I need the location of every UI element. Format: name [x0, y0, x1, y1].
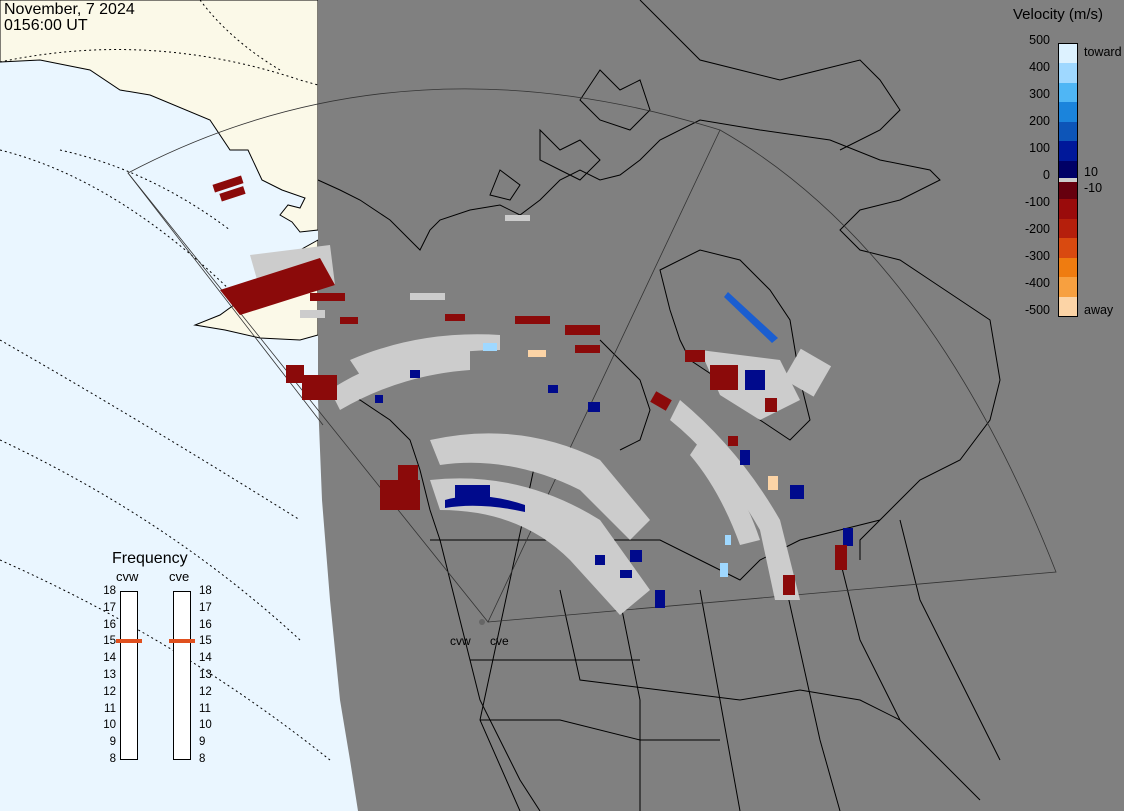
frequency-cell: [120, 691, 138, 710]
frequency-cell: [120, 641, 138, 660]
velocity-color-bar: [1058, 43, 1078, 317]
velocity-color-segment: [1059, 102, 1077, 122]
frequency-cell: [120, 708, 138, 727]
velocity-away-label: away: [1084, 303, 1114, 317]
velocity-color-segment: [1059, 44, 1077, 64]
velocity-tick-label: 500: [1029, 33, 1050, 47]
velocity-color-segment: [1059, 199, 1077, 219]
frequency-scale-label: 8: [109, 753, 116, 765]
coastlines: [317, 0, 1001, 811]
velocity-color-segment: [1059, 238, 1077, 258]
time-label: 0156:00 UT: [4, 17, 88, 34]
frequency-labels-right: 18 17 16 15 14 13 12 11 10 9 8: [199, 585, 223, 765]
frequency-column-cve: [169, 591, 195, 760]
frequency-scale-label: 17: [103, 601, 116, 614]
frequency-cell: [173, 725, 191, 744]
radar-name-cvw: cvw: [116, 569, 139, 584]
velocity-light-cells: [483, 343, 731, 577]
frequency-column-cvw: [116, 591, 142, 760]
frequency-scale-label: 14: [103, 652, 116, 665]
velocity-tick-labels: 500 400 300 200 100 0 -100 -200 -300 -400 -500: [1000, 0, 1052, 330]
site-label-cvw: cvw: [450, 634, 471, 648]
frequency-scale-label: 8: [199, 753, 206, 765]
velocity-color-segment: [1059, 296, 1077, 316]
frequency-scale-label: 15: [103, 635, 116, 648]
velocity-color-segment: [1059, 160, 1077, 180]
frequency-scale-label: 13: [103, 669, 116, 681]
frequency-scale-label: 14: [199, 652, 212, 665]
velocity-ten-label: 10: [1084, 165, 1098, 179]
frequency-marker: [116, 639, 142, 644]
velocity-minus-ten-label: -10: [1084, 181, 1103, 195]
frequency-scale-label: 15: [199, 635, 212, 648]
frequency-scale-label: 18: [103, 585, 116, 597]
frequency-scale-label: 12: [199, 685, 212, 698]
velocity-tick-label: 300: [1029, 87, 1050, 101]
velocity-legend-title: Velocity (m/s): [1013, 6, 1104, 23]
velocity-color-segment: [1059, 277, 1077, 297]
frequency-cell: [173, 708, 191, 727]
frequency-cell: [120, 675, 138, 693]
velocity-away-fast-cells: [528, 350, 778, 490]
frequency-scale-label: 11: [104, 702, 116, 715]
velocity-color-segment: [1059, 121, 1077, 142]
frequency-scale-label: 17: [199, 601, 212, 614]
velocity-color-segment: [1059, 141, 1077, 161]
velocity-color-segment: [1059, 63, 1077, 83]
velocity-tick-label: 400: [1029, 60, 1050, 74]
velocity-color-segment: [1059, 180, 1077, 200]
frequency-cell: [173, 675, 191, 693]
night-shade: [318, 0, 1124, 811]
frequency-cell: [173, 742, 191, 760]
frequency-scale-label: 10: [103, 719, 116, 732]
frequency-cell: [173, 607, 191, 626]
frequency-cell: [120, 725, 138, 744]
frequency-scale-label: 9: [109, 736, 116, 749]
frequency-scale-label: 12: [103, 685, 116, 698]
frequency-scale-label: 13: [199, 669, 212, 681]
alaska-daylight-land: [0, 0, 319, 233]
velocity-tick-label: 200: [1029, 114, 1050, 128]
frequency-labels-left: 18 17 16 15 14 13 12 11 10 9 8: [92, 585, 116, 765]
velocity-tick-label: 0: [1043, 168, 1050, 182]
date-label: November, 7 2024: [4, 1, 135, 18]
velocity-toward-cells: [375, 370, 853, 608]
frequency-cell: [173, 641, 191, 660]
frequency-cell: [120, 742, 138, 760]
velocity-tick-label: -200: [1024, 222, 1050, 236]
frequency-scale-label: 9: [199, 736, 206, 749]
frequency-cell: [173, 658, 191, 676]
frequency-scale-label: 18: [199, 585, 212, 597]
velocity-color-segment: [1059, 218, 1077, 239]
frequency-title: Frequency: [112, 550, 188, 567]
velocity-toward-label: toward: [1084, 45, 1122, 59]
velocity-color-segment: [1059, 82, 1077, 103]
site-label-cve: cve: [490, 634, 509, 648]
frequency-scale-label: 16: [103, 618, 116, 631]
velocity-zero-band: [1059, 178, 1077, 182]
frequency-cell: [120, 607, 138, 626]
velocity-tick-label: -100: [1024, 195, 1050, 209]
frequency-marker: [169, 639, 195, 644]
velocity-tick-label: -300: [1024, 249, 1050, 263]
frequency-cell: [120, 658, 138, 676]
velocity-tick-label: -500: [1024, 303, 1050, 317]
frequency-scale-label: 10: [199, 719, 212, 732]
latitude-circles: [0, 0, 331, 761]
radar-name-cve: cve: [169, 569, 190, 584]
velocity-tick-label: 100: [1029, 141, 1050, 155]
frequency-scale-label: 11: [199, 702, 211, 715]
velocity-tick-label: -400: [1024, 276, 1050, 290]
velocity-color-segment: [1059, 257, 1077, 278]
frequency-scale-label: 16: [199, 618, 212, 631]
velocity-away-cells: [212, 175, 847, 595]
frequency-cell: [173, 691, 191, 710]
radar-site-marker: [479, 619, 485, 625]
